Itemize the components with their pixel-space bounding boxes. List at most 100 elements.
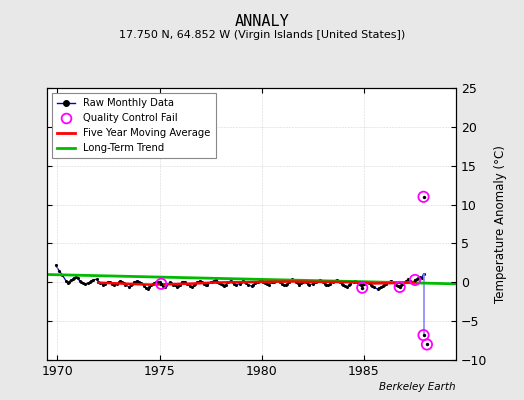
Point: [315, 277, 324, 283]
Point: [396, 284, 404, 290]
Point: [280, 282, 288, 288]
Point: [346, 281, 354, 287]
Point: [362, 279, 370, 286]
Point: [223, 279, 232, 286]
Point: [188, 284, 196, 290]
Point: [75, 278, 84, 284]
Point: [366, 282, 375, 288]
Point: [299, 278, 307, 285]
Point: [130, 279, 138, 286]
Point: [182, 281, 191, 287]
Point: [261, 280, 269, 286]
Point: [62, 278, 70, 284]
Point: [231, 281, 239, 287]
Point: [297, 280, 305, 286]
Point: [157, 281, 166, 287]
Point: [285, 279, 293, 286]
Point: [212, 277, 220, 283]
Point: [110, 282, 118, 288]
Point: [253, 279, 261, 286]
Point: [292, 278, 300, 285]
Point: [423, 341, 431, 348]
Point: [210, 278, 219, 284]
Text: ANNALY: ANNALY: [235, 14, 289, 29]
Point: [244, 282, 252, 288]
Point: [85, 279, 94, 286]
Point: [412, 276, 421, 282]
Point: [414, 275, 423, 282]
Point: [363, 278, 372, 285]
Point: [314, 278, 322, 284]
Point: [149, 281, 157, 287]
Point: [276, 279, 285, 286]
Point: [360, 281, 368, 287]
Point: [387, 278, 395, 284]
Point: [92, 276, 101, 282]
Point: [160, 284, 169, 290]
Point: [194, 278, 203, 285]
Point: [401, 279, 409, 286]
Point: [397, 282, 406, 288]
Point: [418, 275, 426, 282]
Point: [215, 280, 223, 286]
Point: [312, 278, 321, 285]
Point: [343, 284, 351, 290]
Point: [300, 278, 309, 284]
Point: [198, 279, 206, 286]
Point: [115, 279, 123, 286]
Point: [356, 282, 365, 288]
Point: [201, 282, 210, 288]
Point: [358, 284, 366, 291]
Point: [70, 274, 79, 281]
Point: [407, 279, 416, 286]
Point: [222, 282, 230, 288]
Point: [241, 278, 249, 285]
Point: [303, 281, 312, 287]
Point: [178, 279, 186, 286]
Point: [228, 279, 237, 286]
Point: [333, 277, 341, 283]
Point: [419, 194, 428, 200]
Point: [258, 277, 266, 283]
Point: [172, 284, 181, 290]
Point: [89, 277, 97, 283]
Point: [58, 272, 67, 278]
Point: [196, 278, 205, 284]
Point: [375, 284, 384, 291]
Point: [206, 279, 215, 286]
Point: [423, 341, 431, 348]
Point: [322, 282, 331, 288]
Point: [156, 279, 164, 286]
Point: [334, 278, 343, 284]
Point: [271, 278, 280, 284]
Point: [385, 278, 394, 285]
Point: [389, 278, 397, 285]
Point: [344, 282, 353, 288]
Point: [254, 278, 263, 285]
Point: [402, 278, 411, 284]
Point: [419, 332, 428, 338]
Point: [321, 281, 329, 287]
Point: [358, 282, 366, 288]
Point: [208, 278, 216, 285]
Point: [77, 279, 85, 286]
Point: [319, 279, 328, 286]
Point: [409, 280, 418, 286]
Point: [259, 278, 268, 285]
Point: [72, 274, 80, 280]
Point: [264, 282, 272, 288]
Point: [162, 282, 170, 288]
Point: [186, 283, 194, 289]
Point: [166, 279, 174, 286]
Point: [288, 276, 297, 282]
Point: [370, 284, 378, 290]
Point: [193, 279, 201, 286]
Point: [239, 278, 247, 284]
Point: [232, 282, 241, 288]
Point: [353, 279, 362, 286]
Point: [365, 280, 373, 286]
Point: [419, 270, 428, 277]
Point: [268, 279, 276, 286]
Point: [278, 281, 287, 287]
Point: [101, 281, 109, 287]
